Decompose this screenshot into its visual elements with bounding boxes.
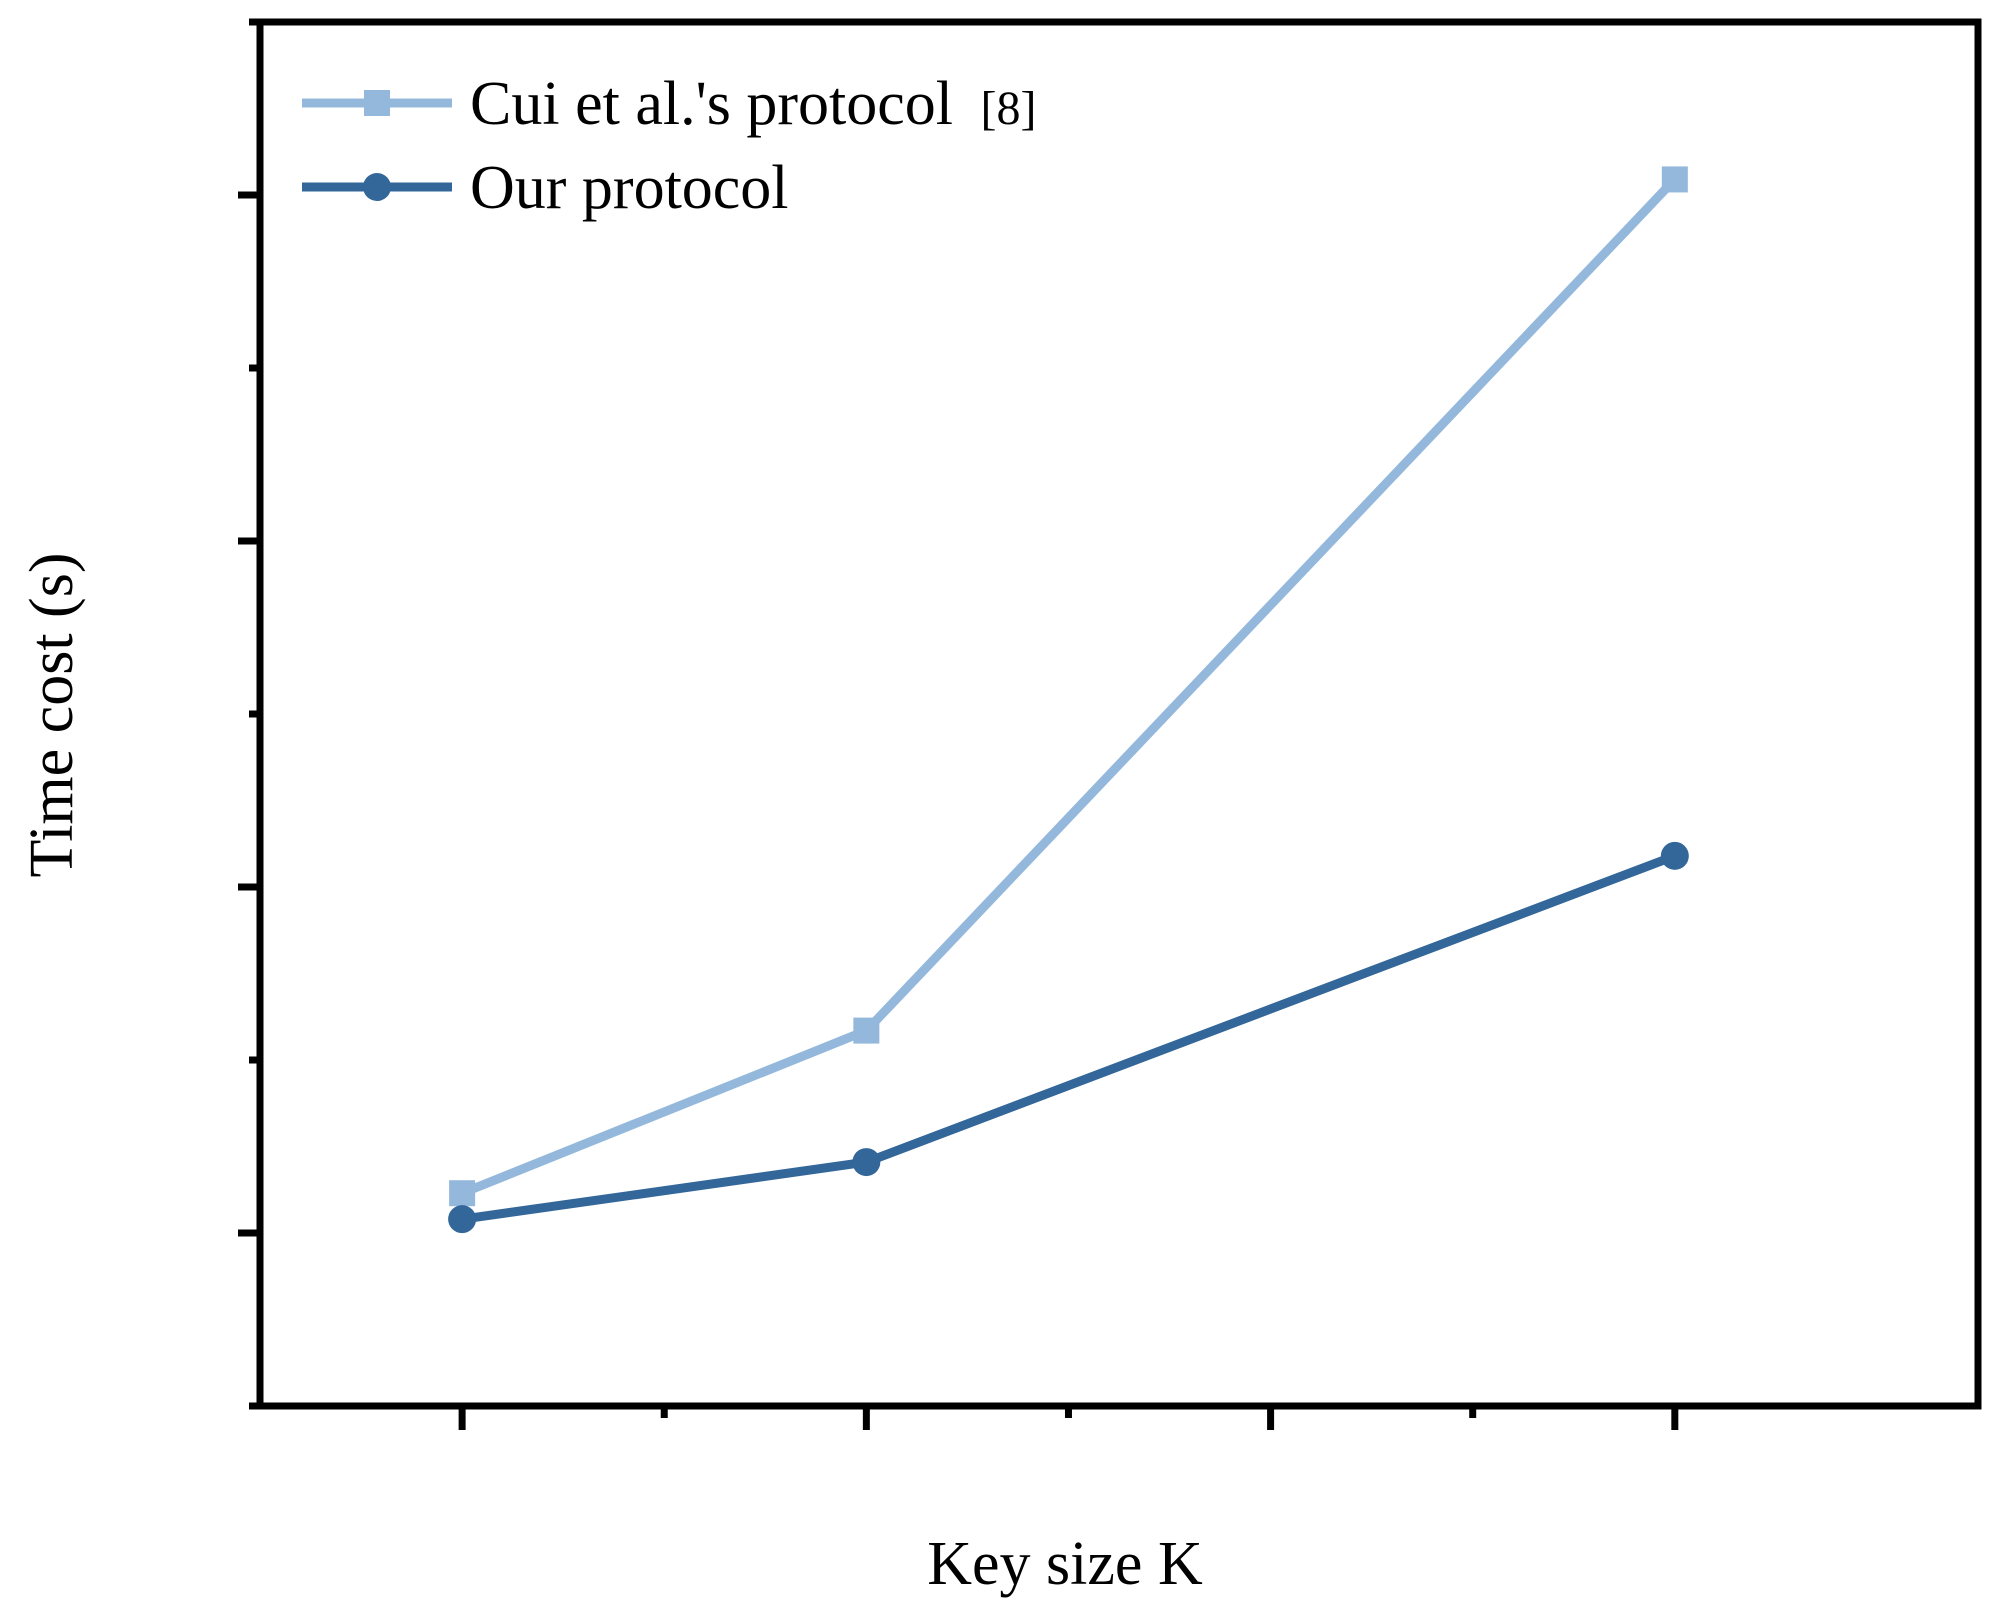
legend-item-ours: Our protocol	[302, 154, 789, 222]
data-point-series-2	[852, 1148, 881, 1177]
chart-marks	[448, 166, 1689, 1234]
data-point-series-1	[449, 1180, 476, 1207]
series-line-1	[460, 176, 1679, 1198]
legend-label-cui: Cui et al.'s protocol	[470, 70, 953, 138]
legend-marker-ours	[363, 173, 391, 201]
series-line-2	[461, 851, 1677, 1224]
data-point-series-1	[853, 1017, 880, 1044]
y-axis-title: Time cost (s)	[18, 553, 86, 878]
x-axis-title: Key size K	[927, 1530, 1203, 1598]
legend-ref-cui: [8]	[980, 82, 1036, 135]
svg-text:Cui et al.'s protocol: Cui et al.'s protocol [8]	[470, 70, 1036, 138]
axis-ticks	[238, 18, 1679, 1430]
data-point-series-2	[1660, 841, 1689, 870]
plot-frame	[256, 18, 1982, 1410]
legend-marker-cui	[364, 90, 390, 116]
legend-item-cui: Cui et al.'s protocol [8]	[302, 70, 1036, 138]
data-point-series-2	[448, 1205, 477, 1234]
legend-label-ours: Our protocol	[470, 154, 789, 222]
data-point-series-1	[1661, 166, 1688, 193]
legend: Cui et al.'s protocol [8] Our protocol	[302, 70, 1036, 222]
